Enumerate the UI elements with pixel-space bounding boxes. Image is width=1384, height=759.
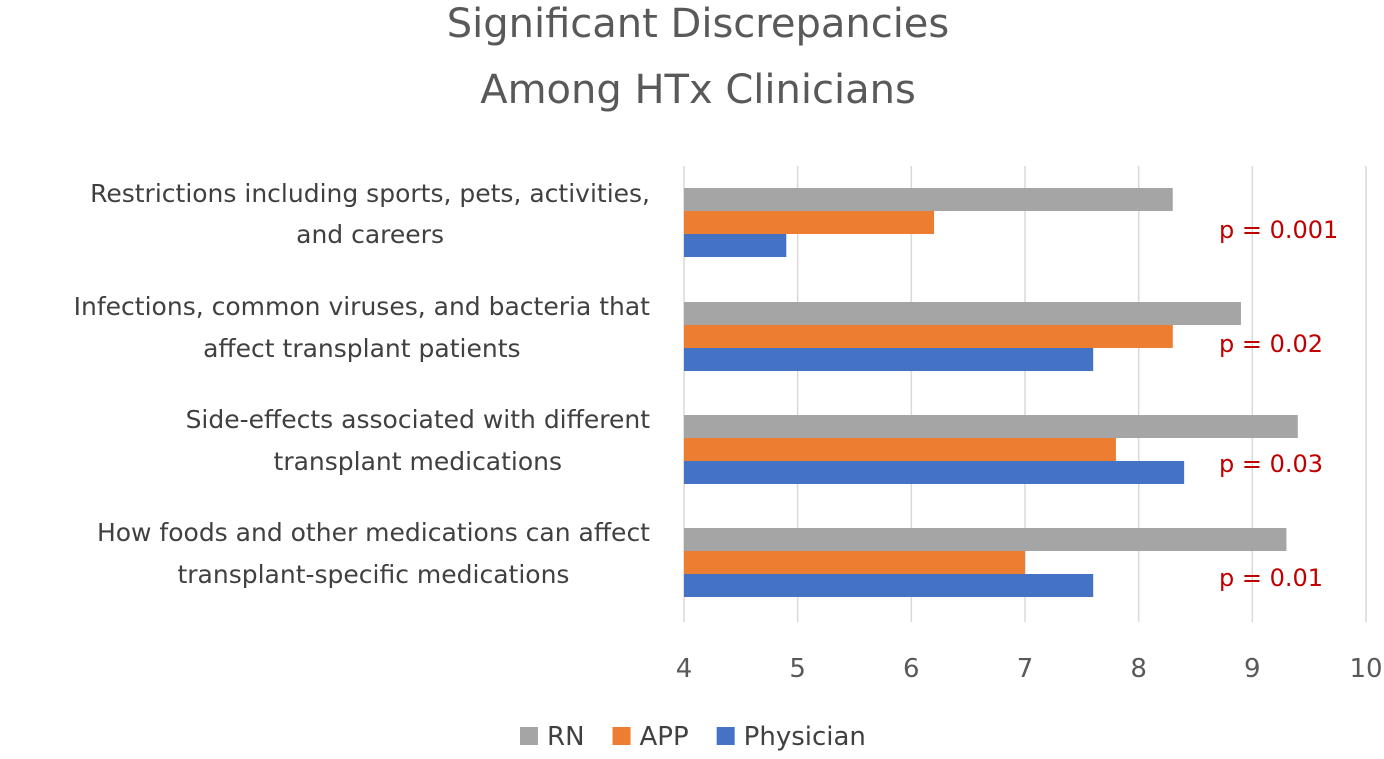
category-label-3-line-0: How foods and other medications can affe… [97, 518, 650, 547]
p-value-annotations: p = 0.001 p = 0.02 p = 0.03 p = 0.01 [1219, 216, 1338, 592]
category-label-3-line-1: transplant-specific medications [177, 560, 569, 589]
bar-app-3 [684, 551, 1025, 574]
chart-title-line-1: Significant Discrepancies [447, 1, 950, 47]
p-value-label-0: p = 0.001 [1219, 216, 1338, 244]
legend-swatch-rn [520, 727, 538, 745]
category-labels: Restrictions including sports, pets, act… [74, 179, 651, 589]
gridlines [683, 166, 1367, 622]
category-label-1-line-1: affect transplant patients [203, 334, 520, 363]
bar-physician-2 [684, 461, 1185, 484]
x-tick-label-8: 8 [1130, 654, 1147, 684]
x-tick-label-5: 5 [789, 654, 806, 684]
bars [684, 188, 1298, 597]
bar-app-2 [684, 438, 1116, 461]
bar-rn-0 [684, 188, 1173, 211]
x-tick-label-9: 9 [1244, 654, 1261, 684]
category-label-2-line-1: transplant medications [274, 447, 563, 476]
p-value-label-2: p = 0.03 [1219, 450, 1323, 478]
x-tick-label-6: 6 [903, 654, 920, 684]
bar-physician-1 [684, 348, 1094, 371]
legend-label-app: APP [640, 722, 689, 752]
x-tick-label-7: 7 [1017, 654, 1034, 684]
bar-physician-3 [684, 574, 1094, 597]
x-tick-label-10: 10 [1349, 654, 1382, 684]
legend-swatch-physician [716, 727, 735, 745]
bar-physician-0 [684, 234, 787, 257]
category-label-0-line-0: Restrictions including sports, pets, act… [90, 179, 650, 208]
chart-title-line-2: Among HTx Clinicians [480, 67, 916, 113]
bar-rn-2 [684, 415, 1298, 438]
x-tick-label-4: 4 [676, 654, 693, 684]
p-value-label-1: p = 0.02 [1219, 330, 1323, 358]
category-label-2-line-0: Side-effects associated with different [186, 405, 651, 434]
category-label-1-line-0: Infections, common viruses, and bacteria… [74, 292, 651, 321]
category-label-0-line-1: and careers [296, 220, 444, 249]
bar-rn-3 [684, 528, 1287, 551]
bar-app-0 [684, 211, 935, 234]
legend-swatch-app [612, 727, 631, 745]
legend: RN APP Physician [520, 722, 866, 752]
legend-label-rn: RN [547, 722, 585, 752]
x-axis-tick-labels: 4 5 6 7 8 9 10 [676, 654, 1383, 684]
p-value-label-3: p = 0.01 [1219, 564, 1323, 592]
bar-rn-1 [684, 302, 1241, 325]
bar-app-1 [684, 325, 1173, 348]
legend-label-physician: Physician [744, 722, 866, 752]
